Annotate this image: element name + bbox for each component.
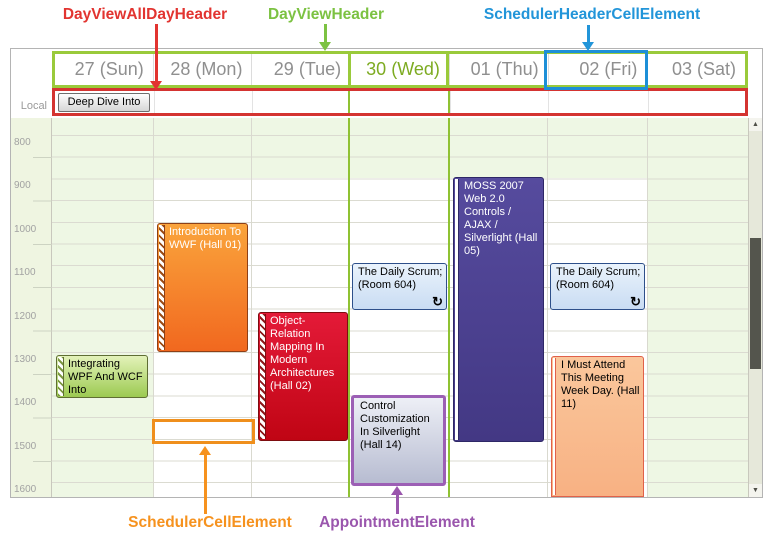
status-strip-icon [553,358,556,495]
today-column-line [348,118,350,497]
all-day-header-row[interactable]: Deep Dive Into [52,88,748,116]
appointment-title: The Daily Scrum; (Room 604) [556,266,641,291]
scheduler-widget: 27 (Sun) 28 (Mon) 29 (Tue) 30 (Wed) 01 (… [10,48,763,498]
day-view-header-row: 27 (Sun) 28 (Mon) 29 (Tue) 30 (Wed) 01 (… [52,51,748,88]
busy-status-strip-icon [260,314,266,439]
appointment[interactable]: I Must Attend This Meeting Week Day. (Ha… [551,356,644,497]
green-arrow-head-icon [319,42,331,51]
appointment-title: MOSS 2007 Web 2.0 Controls / AJAX / Silv… [464,180,538,257]
column-separator [153,118,154,497]
appointment[interactable]: Object-Relation Mapping In Modern Archit… [258,312,348,441]
day-header-cell-mon[interactable]: 28 (Mon) [152,54,252,85]
header-cell-callout-outline [544,50,648,90]
scroll-down-button[interactable]: ▼ [749,484,762,497]
red-arrow-head-icon [150,81,162,90]
day-header-cell-sat[interactable]: 03 (Sat) [646,54,745,85]
time-label: 1200 [14,311,37,322]
free-status-strip-icon [455,179,459,440]
annotation-schedulercellelement: SchedulerCellElement [128,514,292,531]
busy-status-strip-icon [58,357,64,396]
busy-status-strip-icon [159,225,165,350]
red-arrow-line [155,24,158,81]
time-label: 1300 [14,354,37,365]
time-ruler [11,118,52,497]
day-header-cell-fri[interactable]: 02 (Fri) [547,54,647,85]
column-separator [547,118,548,497]
time-label: 1500 [14,441,37,452]
annotation-dayviewalldayheader: DayViewAllDayHeader [62,6,228,23]
recurrence-icon: ↻ [630,294,641,309]
day-header-cell-tue[interactable]: 29 (Tue) [251,54,350,85]
appointment-title: The Daily Scrum; (Room 604) [358,266,443,291]
appointment[interactable]: The Daily Scrum; (Room 604) ↻ [352,263,447,310]
scroll-down-icon: ▼ [752,487,759,494]
allday-column-separator [548,91,549,113]
orange-arrow-line [204,455,207,514]
orange-arrow-head-icon [199,446,211,455]
time-label: 1600 [14,484,37,495]
grid-right-border [748,118,749,497]
time-label: 900 [14,180,31,191]
day-header-cell-thu[interactable]: 01 (Thu) [448,54,548,85]
column-separator [647,118,648,497]
scroll-up-button[interactable]: ▲ [749,118,762,131]
purple-arrow-line [396,495,399,514]
purple-arrow-head-icon [391,486,403,495]
annotation-dayviewheader: DayViewHeader [267,6,385,23]
annotation-appointmentelement: AppointmentElement [319,514,475,531]
appointment-title: I Must Attend This Meeting Week Day. (Ha… [561,359,640,410]
appointment-title: Introduction To WWF (Hall 01) [169,226,242,251]
today-column-line [448,118,450,497]
allday-appointment[interactable]: Deep Dive Into [58,93,150,112]
time-label: 800 [14,137,31,148]
column-separator [251,118,252,497]
scheduler-cell-callout[interactable] [152,419,255,444]
today-column-line [348,91,350,113]
vertical-scrollbar[interactable]: ▲ ▼ [749,118,762,497]
appointment-title: Control Customization In Silverlight (Ha… [360,400,430,451]
blue-arrow-line [587,25,590,42]
scrollbar-thumb[interactable] [750,238,761,369]
blue-arrow-head-icon [582,42,594,51]
appointment-title: Object-Relation Mapping In Modern Archit… [270,315,335,392]
appointment[interactable]: Introduction To WWF (Hall 01) [157,223,248,352]
allday-column-separator [648,91,649,113]
allday-column-separator [450,91,451,113]
scroll-up-icon: ▲ [752,121,759,128]
time-label: 1400 [14,397,37,408]
half-hour-ticks [33,157,52,462]
today-column-line [448,91,450,113]
recurrence-icon: ↻ [432,294,443,309]
time-label: 1100 [14,267,36,278]
today-header-outline [348,51,449,88]
appointment-title: Integrating WPF And WCF Into [68,358,143,396]
appointment[interactable]: Integrating WPF And WCF Into [56,355,148,398]
allday-column-separator [154,91,155,113]
appointment-element-callout[interactable]: Control Customization In Silverlight (Ha… [351,395,446,486]
allday-column-separator [252,91,253,113]
time-label: 1000 [14,224,37,235]
appointment[interactable]: The Daily Scrum; (Room 604) ↻ [550,263,645,310]
green-arrow-line [324,24,327,42]
annotation-schedulerheadercellelement: SchedulerHeaderCellElement [483,6,701,23]
timezone-label: Local [20,100,47,112]
day-header-cell-sun[interactable]: 27 (Sun) [74,59,144,79]
appointment[interactable]: MOSS 2007 Web 2.0 Controls / AJAX / Silv… [453,177,544,442]
